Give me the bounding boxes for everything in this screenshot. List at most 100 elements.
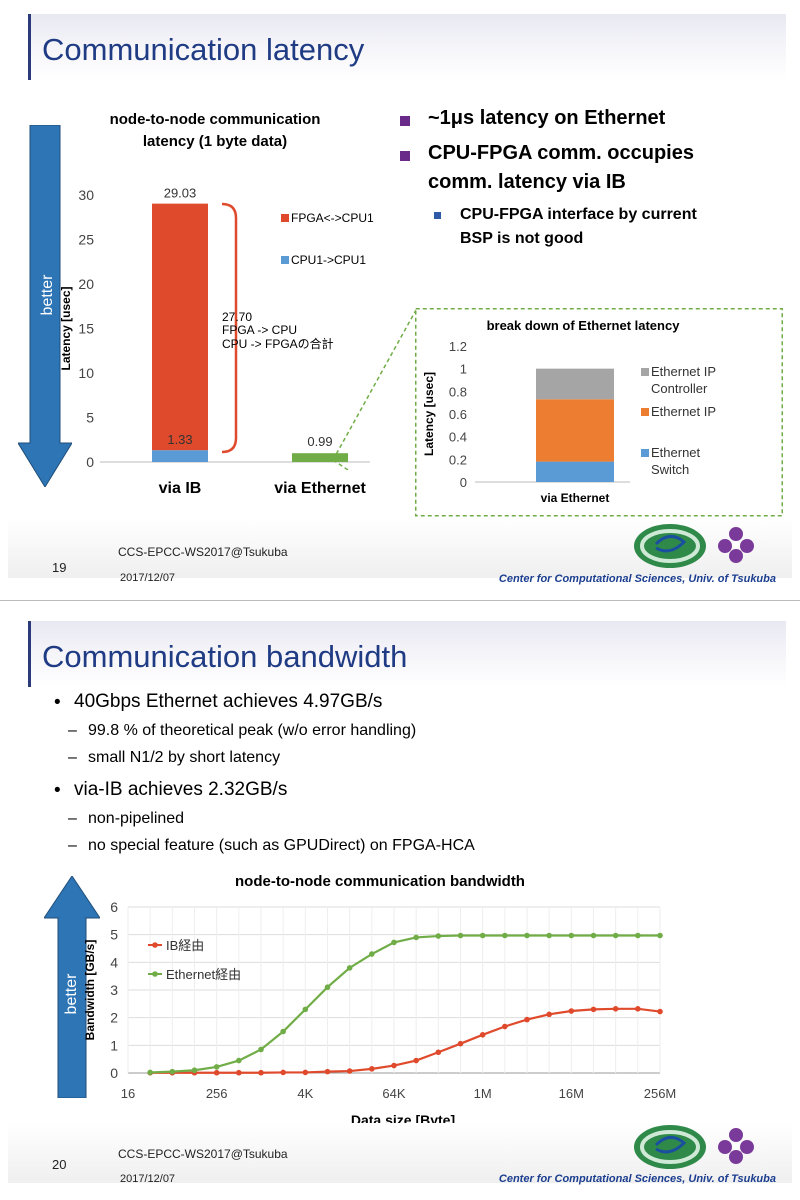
data-point — [147, 1069, 153, 1076]
bar-segment — [536, 399, 614, 462]
data-point — [324, 1068, 331, 1075]
legend-swatch — [641, 368, 649, 376]
bracket — [221, 202, 238, 454]
bullet-marker-icon — [400, 116, 410, 126]
y-tick-label: 0.4 — [449, 430, 467, 445]
legend-swatch — [152, 971, 158, 977]
dash-icon: – — [68, 749, 77, 766]
dash-icon: – — [68, 810, 77, 827]
data-point — [391, 939, 397, 946]
legend-label: Ethernet Switch — [651, 445, 701, 477]
dash-icon: – — [68, 837, 77, 854]
sub-bullet-marker-icon — [434, 212, 441, 219]
series-line — [150, 1007, 661, 1074]
better-arrow-up: better — [44, 876, 100, 1098]
data-point — [435, 1049, 442, 1056]
data-point — [346, 965, 353, 971]
series-line — [150, 934, 660, 1074]
y-tick-label: 1 — [110, 1037, 118, 1053]
annotation-value: 27.70 — [222, 310, 252, 324]
ccs-logo-icon — [634, 524, 706, 568]
y-tick-label: 0.2 — [449, 452, 467, 467]
data-point — [524, 1016, 530, 1023]
bar-segment — [536, 461, 614, 482]
legend-swatch — [281, 214, 289, 222]
footer-date: 2017/12/07 — [120, 1173, 176, 1185]
ccs-logo-icon — [634, 1125, 706, 1169]
data-label: 1.33 — [167, 432, 192, 447]
latency-chart: node-to-node communication latency (1 by… — [60, 111, 374, 497]
y-tick-label: 0 — [110, 1065, 118, 1081]
x-tick-label: via Ethernet — [274, 480, 366, 497]
data-point — [435, 933, 442, 939]
data-point — [369, 1066, 375, 1072]
data-point — [213, 1069, 220, 1076]
bullet-dot-icon: • — [54, 780, 61, 801]
data-point — [502, 932, 508, 939]
legend-swatch — [281, 256, 289, 264]
y-tick-label: 10 — [78, 365, 94, 381]
data-point — [280, 1028, 286, 1035]
data-point — [413, 934, 419, 941]
y-tick-label: 25 — [78, 232, 94, 248]
footer-date: 2017/12/07 — [120, 572, 176, 584]
bar-segment — [152, 203, 208, 451]
data-point — [657, 932, 663, 939]
better-label: better — [39, 274, 56, 316]
page-number: 20 — [52, 1157, 67, 1172]
annotation-line-3: CPU -> FPGAの合計 — [222, 336, 334, 351]
data-point — [657, 1008, 663, 1015]
data-point — [236, 1069, 242, 1076]
data-point — [612, 932, 619, 939]
sub-bullet-text: non-pipelined — [88, 810, 185, 827]
slide-title: Communication latency — [42, 32, 365, 67]
zoom-connector — [332, 309, 417, 470]
data-point — [612, 1006, 619, 1012]
y-tick-label: 1 — [460, 362, 467, 377]
data-point — [324, 984, 331, 991]
data-point — [524, 932, 530, 939]
sub-bullet-text: 99.8 % of theoretical peak (w/o error ha… — [88, 722, 417, 739]
y-tick-label: 20 — [78, 276, 94, 292]
x-tick-label: 256 — [206, 1086, 228, 1101]
data-point — [258, 1046, 264, 1053]
x-tick-label: 16M — [559, 1086, 584, 1101]
data-point — [635, 1006, 641, 1012]
data-point — [346, 1068, 353, 1074]
footer-conference: CCS-EPCC-WS2017@Tsukuba — [118, 1147, 288, 1161]
data-label: 29.03 — [164, 186, 197, 201]
data-point — [568, 932, 575, 939]
y-tick-label: 0.8 — [449, 384, 467, 399]
legend-label: CPU1->CPU1 — [291, 253, 366, 267]
title-band — [28, 14, 786, 80]
data-point — [302, 1069, 309, 1076]
sub-bullet-item: CPU-FPGA interface by current BSP is not … — [398, 203, 788, 251]
x-tick-label: via IB — [159, 480, 202, 497]
page-number: 19 — [52, 560, 67, 575]
x-tick-label: 1M — [474, 1086, 492, 1101]
data-point — [590, 932, 597, 939]
chart-title-line-2: latency (1 byte data) — [143, 133, 287, 150]
x-tick-label: via Ethernet — [541, 491, 610, 505]
legend-label: IB経由 — [166, 938, 204, 953]
data-point — [213, 1064, 220, 1070]
data-point — [502, 1023, 508, 1030]
bullet-text: ~1μs latency on Ethernet — [428, 107, 666, 129]
bullet-text: comm. latency via IB — [428, 171, 626, 193]
bandwidth-chart: node-to-node communication bandwidth 0 1 2… — [83, 873, 677, 1128]
bullet-item: • 40Gbps Ethernet achieves 4.97GB/s — [54, 687, 774, 717]
chart-title-line-1: node-to-node communication bandwidth — [235, 873, 525, 890]
footer-conference: CCS-EPCC-WS2017@Tsukuba — [118, 545, 288, 559]
x-tick-label: 256M — [644, 1086, 677, 1101]
y-tick-label: 0 — [460, 475, 467, 490]
bullet-item: ~1μs latency on Ethernet — [398, 104, 788, 133]
bar-segment — [536, 368, 614, 400]
inset-chart-title: break down of Ethernet latency — [487, 318, 681, 333]
y-tick-label: 4 — [110, 954, 118, 970]
data-point — [236, 1057, 242, 1064]
data-point — [457, 1040, 464, 1047]
y-axis-label: Latency [usec] — [60, 286, 73, 370]
data-point — [391, 1062, 397, 1069]
legend-label: Ethernet経由 — [166, 967, 241, 982]
bullet-list: • 40Gbps Ethernet achieves 4.97GB/s –99.8… — [54, 687, 774, 859]
